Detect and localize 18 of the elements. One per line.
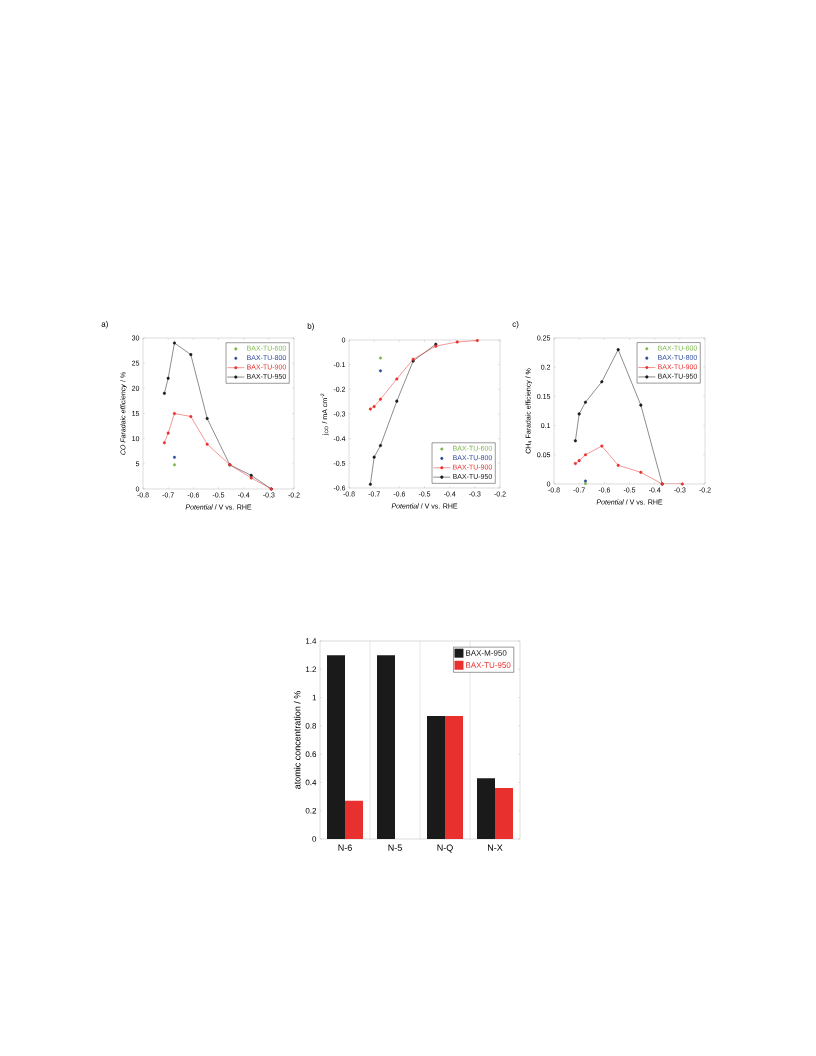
chart-title: c) [512,320,519,329]
x-tick-label: N-X [487,844,503,851]
x-tick-label: N-5 [388,844,402,851]
legend-label: BAX-M-950 [466,650,507,656]
x-tick-label: N-Q [437,844,453,853]
y-tick-label: 0.4 [305,779,317,786]
y-tick-label: 0 [312,836,317,842]
chart-title: b) [307,323,314,331]
y-tick-label: 1.2 [305,666,317,673]
legend-label: BAX-TU-950 [466,662,511,668]
y-tick-label: 0.6 [305,751,317,757]
y-tick-label: 0.2 [305,807,317,814]
chart-title: a) [101,321,108,329]
x-tick-label: N-6 [338,844,352,851]
y-tick-label: 0.8 [305,723,317,729]
y-tick-label: 1 [312,694,317,701]
y-tick-label: 1.4 [305,638,317,644]
y-axis-title: atomic concentration / % [293,691,301,789]
